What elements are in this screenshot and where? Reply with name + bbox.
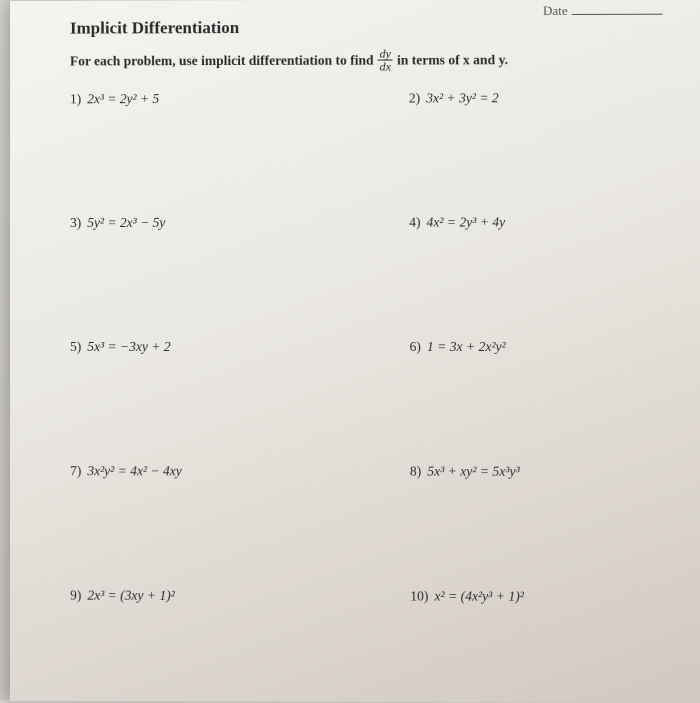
problem-2: 2) 3x² + 3y² = 2 [401, 90, 673, 107]
problem-number: 1) [70, 91, 81, 107]
problems-grid: 1) 2x³ = 2y² + 5 2) 3x² + 3y² = 2 3) 5y²… [70, 90, 676, 605]
problem-equation: 3x² + 3y² = 2 [426, 90, 499, 106]
problem-equation: 5y² = 2x³ − 5y [87, 215, 165, 231]
problem-equation: 5x³ + xy² = 5x³y³ [427, 464, 519, 480]
problem-equation: 2x³ = (3xy + 1)² [87, 588, 174, 604]
problem-equation: 3x²y² = 4x² − 4xy [87, 463, 181, 479]
problem-3: 3) 5y² = 2x³ − 5y [70, 215, 341, 231]
problem-7: 7) 3x²y² = 4x² − 4xy [70, 463, 341, 479]
date-label: Date [543, 3, 568, 19]
date-underline [572, 14, 663, 15]
worksheet-paper: Date Implicit Differentiation For each p… [10, 0, 700, 703]
problem-4: 4) 4x² = 2y³ + 4y [401, 214, 674, 230]
problem-equation: x² = (4x²y³ + 1)² [434, 588, 523, 604]
problem-1: 1) 2x³ = 2y² + 5 [70, 91, 341, 108]
problem-equation: 5x³ = −3xy + 2 [87, 339, 170, 355]
problem-number: 3) [70, 215, 81, 231]
problem-equation: 1 = 3x + 2x²y² [427, 339, 506, 355]
dy-dx-fraction: dy dx [378, 48, 393, 73]
problem-equation: 4x² = 2y³ + 4y [427, 214, 506, 230]
problem-number: 5) [70, 339, 81, 355]
instruction-pre: For each problem, use implicit different… [70, 52, 374, 69]
problem-number: 4) [409, 215, 420, 231]
problem-number: 8) [410, 464, 421, 480]
date-field: Date [543, 3, 663, 19]
problem-number: 6) [410, 339, 421, 355]
problem-9: 9) 2x³ = (3xy + 1)² [70, 588, 342, 605]
problem-5: 5) 5x³ = −3xy + 2 [70, 339, 341, 355]
page-title: Implicit Differentiation [70, 17, 673, 39]
instruction-text: For each problem, use implicit different… [70, 47, 673, 74]
problem-6: 6) 1 = 3x + 2x²y² [401, 339, 674, 355]
problem-10: 10) x² = (4x²y³ + 1)² [402, 588, 675, 605]
problem-number: 2) [409, 90, 420, 106]
problem-number: 10) [410, 588, 428, 604]
fraction-denominator: dx [378, 61, 393, 73]
problem-equation: 2x³ = 2y² + 5 [87, 91, 159, 107]
problem-number: 9) [70, 588, 81, 604]
problem-8: 8) 5x³ + xy² = 5x³y³ [402, 464, 675, 480]
problem-number: 7) [70, 463, 81, 479]
instruction-post: in terms of x and y. [397, 52, 508, 68]
